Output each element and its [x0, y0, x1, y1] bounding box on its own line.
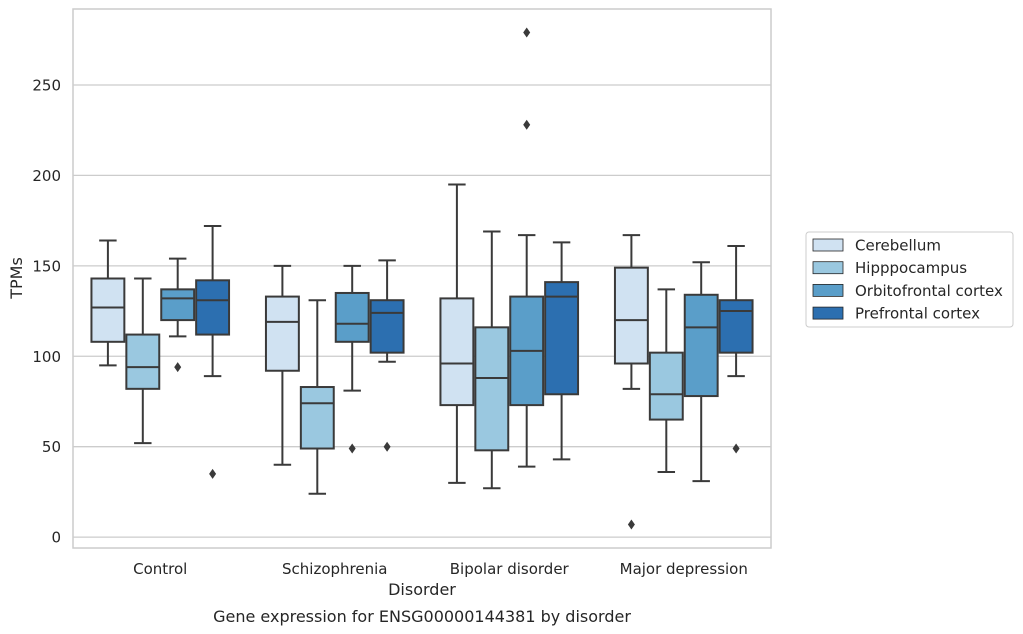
box-iqr: [474, 326, 510, 452]
box: [544, 241, 580, 461]
box: [264, 264, 300, 466]
chart-caption: Gene expression for ENSG00000144381 by d…: [213, 607, 631, 626]
box-iqr: [439, 297, 475, 407]
box-iqr: [718, 299, 754, 354]
box-iqr: [264, 295, 300, 372]
box: [334, 264, 370, 454]
box-iqr: [683, 293, 719, 398]
y-tick-label: 200: [32, 167, 61, 185]
box-iqr: [90, 277, 126, 343]
box: [160, 257, 196, 373]
box-iqr: [369, 299, 405, 354]
box: [299, 299, 335, 495]
outlier-marker: [348, 443, 356, 454]
x-axis-label: Disorder: [388, 580, 456, 599]
box: [125, 277, 161, 445]
legend-swatch: [812, 238, 844, 252]
outlier-marker: [174, 362, 182, 373]
outlier-marker: [209, 468, 217, 479]
box: [195, 225, 231, 479]
legend-label: Cerebellum: [855, 237, 941, 255]
outlier-marker: [732, 443, 740, 454]
box-iqr: [125, 333, 161, 390]
gridlines: [73, 84, 771, 538]
plot-frame: [72, 8, 772, 549]
box: [613, 234, 649, 530]
x-tick-label: Control: [133, 560, 187, 578]
box-iqr: [334, 291, 370, 343]
legend: Cerebellum Hipppocampus Orbitofrontal cort…: [805, 231, 1014, 328]
tick-labels: 0 50 100 150 200 250 Control Schizophrenia Bipol…: [32, 76, 748, 578]
box-iqr: [544, 281, 580, 396]
y-tick-label: 150: [32, 257, 61, 275]
box: [369, 259, 405, 452]
outlier-marker: [523, 119, 531, 130]
x-tick-label: Bipolar disorder: [450, 560, 570, 578]
outlier-marker: [383, 441, 391, 452]
box: [474, 230, 510, 490]
outlier-marker: [523, 27, 531, 38]
box: [718, 244, 754, 454]
box-iqr: [299, 386, 335, 450]
box: [90, 239, 126, 367]
legend-frame: [805, 231, 1014, 328]
legend-swatch: [812, 306, 844, 320]
box-iqr: [648, 351, 684, 421]
box-iqr: [195, 279, 231, 336]
box: [439, 183, 475, 484]
legend-swatch: [812, 261, 844, 275]
y-axis-label: TPMs: [7, 257, 26, 300]
y-tick-label: 50: [42, 438, 61, 456]
box-groups: [90, 27, 754, 530]
box-iqr: [160, 288, 196, 322]
y-tick-label: 0: [51, 529, 61, 547]
y-tick-label: 250: [32, 76, 61, 94]
outlier-marker: [627, 519, 635, 530]
box: [648, 288, 684, 474]
legend-label: Hipppocampus: [855, 259, 967, 277]
x-tick-label: Schizophrenia: [282, 560, 387, 578]
x-tick-label: Major depression: [620, 560, 748, 578]
legend-swatch: [812, 283, 844, 297]
box: [509, 27, 545, 468]
box: [683, 261, 719, 483]
legend-label: Orbitofrontal cortex: [855, 282, 1003, 300]
y-tick-label: 100: [32, 348, 61, 366]
box-iqr: [613, 266, 649, 365]
legend-label: Prefrontal cortex: [855, 305, 980, 323]
